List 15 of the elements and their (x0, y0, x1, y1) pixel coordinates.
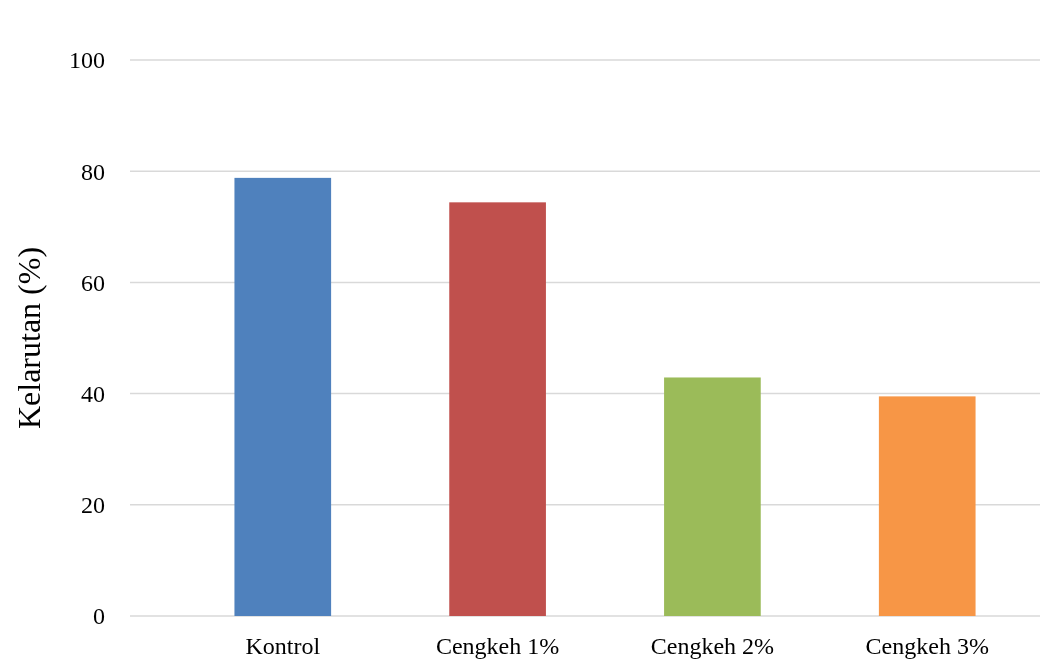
y-axis-title: Kelarutan (%) (11, 246, 47, 430)
y-tick-label: 20 (81, 492, 105, 519)
x-tick-label: Cengkeh 3% (865, 633, 989, 659)
y-tick-label: 0 (93, 603, 105, 630)
y-tick-label: 60 (81, 269, 105, 296)
y-tick-label: 80 (81, 158, 105, 185)
bar (234, 177, 332, 616)
bar (878, 396, 976, 616)
bar (664, 377, 761, 616)
y-tick-label: 100 (69, 47, 105, 74)
bar (449, 202, 546, 616)
x-tick-label: Cengkeh 1% (435, 633, 560, 659)
x-tick-label: Kontrol (245, 633, 321, 659)
x-tick-label: Cengkeh 2% (650, 633, 775, 659)
y-tick-label: 40 (81, 381, 105, 407)
